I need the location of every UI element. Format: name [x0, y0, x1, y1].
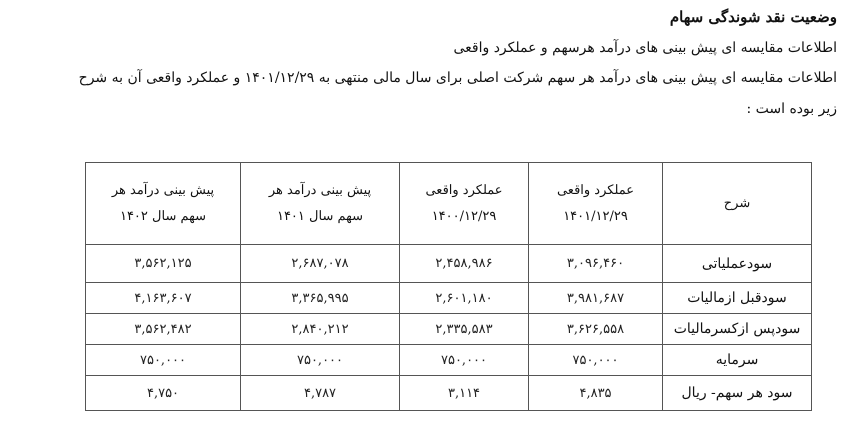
row-label: سودعملیاتی [662, 244, 812, 283]
header-year: سهم سال ۱۴۰۲ [119, 208, 207, 224]
header-date: ۱۴۰۱/۱۲/۲۹ [563, 208, 628, 224]
row-label: سرمایه [662, 344, 812, 376]
description-line-end: زیر بوده است : [746, 101, 837, 117]
cell: ۳,۵۶۲,۴۸۲ [85, 313, 241, 345]
cell: ۳,۶۲۶,۵۵۸ [528, 313, 663, 345]
subtitle: اطلاعات مقایسه ای پیش بینی های درآمد هرس… [453, 40, 837, 56]
cell: ۴,۷۸۷ [240, 375, 400, 411]
cell: ۳,۱۱۴ [399, 375, 529, 411]
description-line: اطلاعات مقایسه ای پیش بینی های درآمد هر … [78, 70, 837, 86]
cell: ۳,۵۶۲,۱۲۵ [85, 244, 241, 283]
table-row: سودعملیاتی ۳,۰۹۶,۴۶۰ ۲,۴۵۸,۹۸۶ ۲,۶۸۷,۰۷۸… [85, 244, 812, 283]
cell: ۳,۰۹۶,۴۶۰ [528, 244, 663, 283]
cell: ۴,۱۶۳,۶۰۷ [85, 282, 241, 314]
row-label: سود هر سهم- ریال [662, 375, 812, 411]
header-text: عملکرد واقعی [425, 182, 503, 198]
table-row: سرمایه ۷۵۰,۰۰۰ ۷۵۰,۰۰۰ ۷۵۰,۰۰۰ ۷۵۰,۰۰۰ [85, 344, 812, 376]
table-row: سودپس ازکسرمالیات ۳,۶۲۶,۵۵۸ ۲,۳۳۵,۵۸۳ ۲,… [85, 313, 812, 345]
header-date: ۱۴۰۰/۱۲/۲۹ [431, 208, 497, 224]
cell: ۲,۳۳۵,۵۸۳ [399, 313, 529, 345]
cell: ۲,۸۴۰,۲۱۲ [240, 313, 400, 345]
header-text: پیش بینی درآمد هر [268, 182, 372, 198]
cell: ۷۵۰,۰۰۰ [240, 344, 400, 376]
cell: ۲,۶۰۱,۱۸۰ [399, 282, 529, 314]
cell: ۴,۷۵۰ [85, 375, 241, 411]
header-actual-1400: عملکرد واقعی ۱۴۰۰/۱۲/۲۹ [399, 162, 529, 245]
header-forecast-1401: پیش بینی درآمد هر سهم سال ۱۴۰۱ [240, 162, 400, 245]
header-text: شرح [723, 195, 751, 211]
cell: ۳,۹۸۱,۶۸۷ [528, 282, 663, 314]
table-row: سودقبل ازمالیات ۳,۹۸۱,۶۸۷ ۲,۶۰۱,۱۸۰ ۳,۳۶… [85, 282, 812, 314]
header-year: سهم سال ۱۴۰۱ [276, 208, 364, 224]
header-description: شرح [662, 162, 812, 245]
cell: ۷۵۰,۰۰۰ [85, 344, 241, 376]
cell: ۴,۸۳۵ [528, 375, 663, 411]
header-actual-1401: عملکرد واقعی ۱۴۰۱/۱۲/۲۹ [528, 162, 663, 245]
section-title: وضعیت نقد شوندگی سهام [669, 8, 837, 26]
table-header-row: شرح عملکرد واقعی ۱۴۰۱/۱۲/۲۹ عملکرد واقعی ۱… [85, 162, 812, 245]
cell: ۲,۴۵۸,۹۸۶ [399, 244, 529, 283]
cell: ۷۵۰,۰۰۰ [528, 344, 663, 376]
row-label: سودقبل ازمالیات [662, 282, 812, 314]
cell: ۷۵۰,۰۰۰ [399, 344, 529, 376]
header-text: پیش بینی درآمد هر [111, 182, 215, 198]
table-row: سود هر سهم- ریال ۴,۸۳۵ ۳,۱۱۴ ۴,۷۸۷ ۴,۷۵۰ [85, 375, 812, 411]
row-label: سودپس ازکسرمالیات [662, 313, 812, 345]
cell: ۳,۳۶۵,۹۹۵ [240, 282, 400, 314]
header-forecast-1402: پیش بینی درآمد هر سهم سال ۱۴۰۲ [85, 162, 241, 245]
cell: ۲,۶۸۷,۰۷۸ [240, 244, 400, 283]
eps-comparison-table: شرح عملکرد واقعی ۱۴۰۱/۱۲/۲۹ عملکرد واقعی ۱… [85, 162, 812, 411]
header-text: عملکرد واقعی [556, 182, 635, 198]
